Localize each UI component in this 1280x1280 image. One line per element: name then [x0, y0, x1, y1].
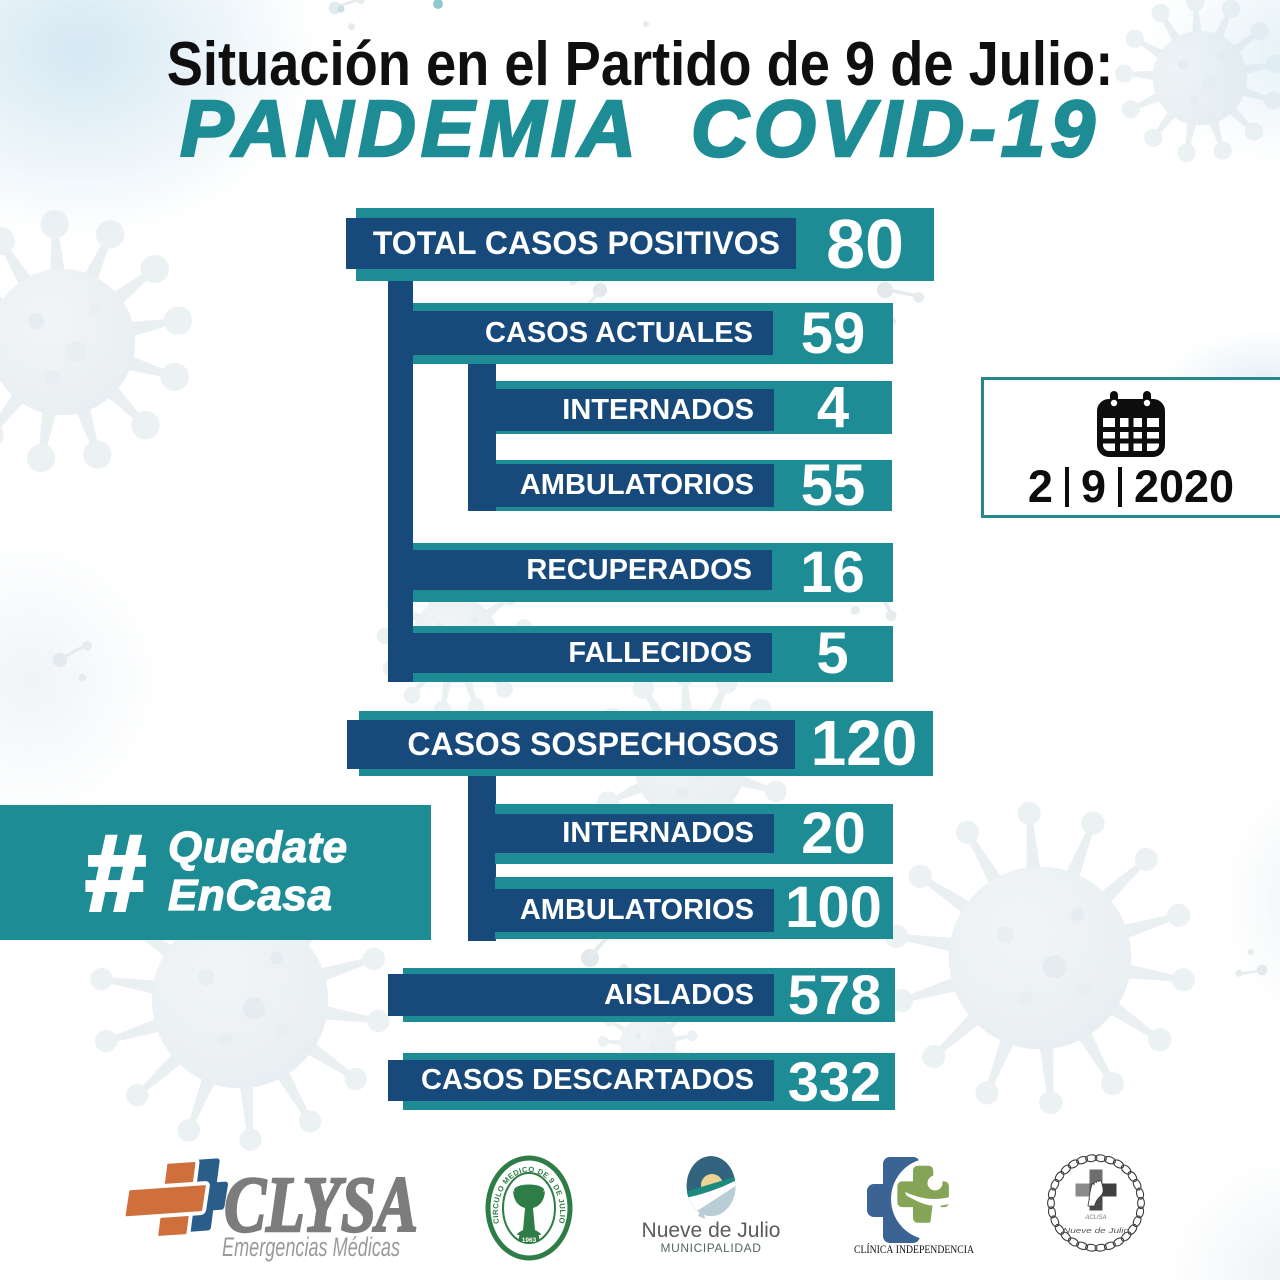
svg-text:Emergencias Médicas: Emergencias Médicas — [222, 1232, 400, 1262]
svg-text:Nueve de Julio: Nueve de Julio — [1063, 1226, 1129, 1235]
svg-text:MUNICIPALIDAD: MUNICIPALIDAD — [661, 1241, 762, 1255]
svg-text:1963: 1963 — [522, 1237, 537, 1244]
svg-text:CLYSA: CLYSA — [224, 1162, 418, 1249]
svg-text:ACLISA: ACLISA — [1084, 1215, 1106, 1221]
svg-text:Nueve de Julio: Nueve de Julio — [642, 1219, 781, 1242]
svg-text:CLÍNICA INDEPENDENCIA: CLÍNICA INDEPENDENCIA — [854, 1242, 974, 1256]
